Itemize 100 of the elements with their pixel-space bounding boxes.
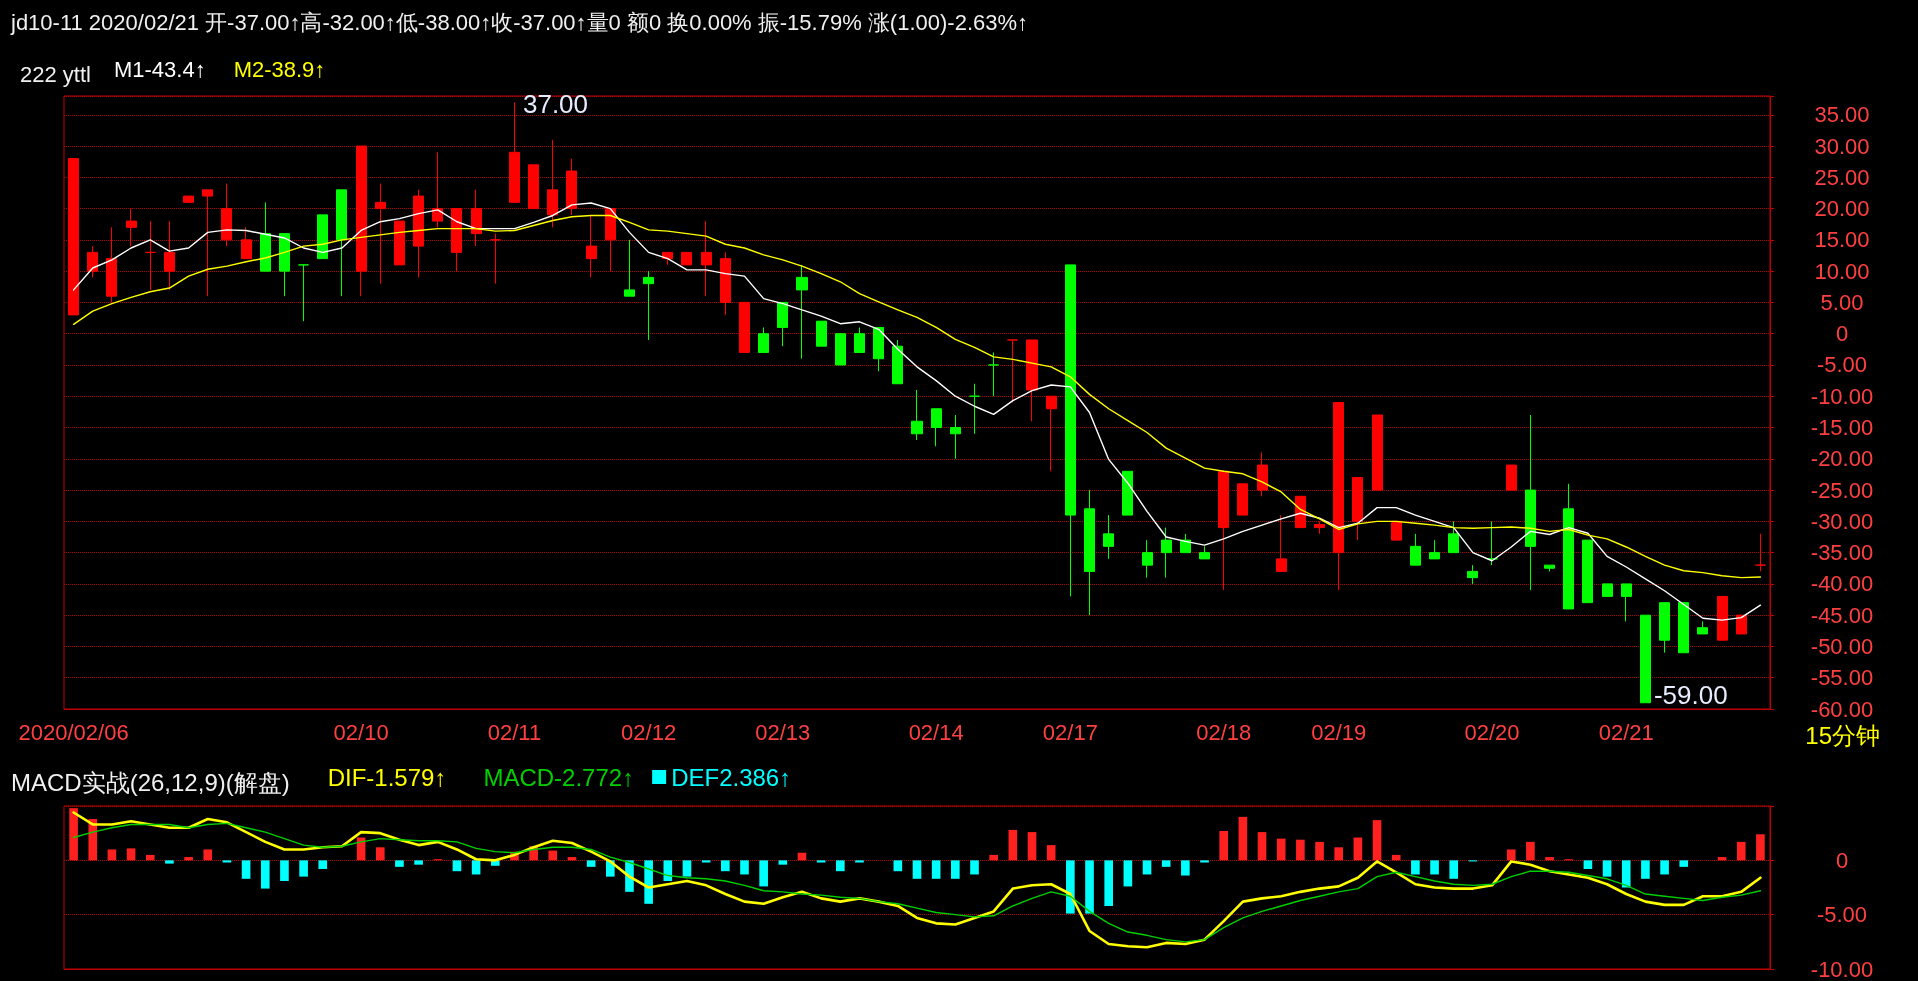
candlestick — [1487, 520, 1498, 566]
candlestick — [1582, 539, 1593, 604]
candlestick — [701, 220, 712, 297]
candlestick — [1678, 602, 1689, 654]
x-tick-label: 2020/02/06 — [18, 719, 129, 745]
y-tick-label: -50.00 — [1810, 633, 1874, 659]
y-tick-label: 35.00 — [1814, 102, 1870, 128]
bar — [778, 860, 788, 865]
candlestick — [1717, 595, 1728, 641]
candlestick — [1295, 495, 1306, 529]
candlestick — [490, 233, 501, 285]
y-tick-label: 0 — [1835, 847, 1849, 873]
y-tick-label: -45.00 — [1810, 602, 1874, 628]
y-tick-label: -30.00 — [1810, 508, 1874, 534]
candlestick — [777, 301, 788, 347]
bar — [145, 854, 155, 861]
bar — [1372, 820, 1382, 861]
bar — [280, 860, 289, 881]
candlestick — [1429, 539, 1440, 560]
x-tick-label: 02/19 — [1311, 719, 1367, 745]
y-tick-label: 5.00 — [1820, 289, 1864, 315]
bar — [682, 860, 692, 877]
bar — [586, 860, 596, 867]
candlestick — [164, 220, 175, 291]
bar — [1066, 860, 1075, 914]
candlestick — [1218, 470, 1229, 591]
bar — [1602, 860, 1612, 877]
candlestick — [1506, 464, 1517, 491]
bar — [989, 854, 998, 861]
text: 15分钟 — [1805, 721, 1881, 749]
bar — [1181, 860, 1190, 876]
candlestick — [1122, 470, 1133, 516]
x-tick-label: 02/14 — [908, 719, 964, 745]
bar — [1027, 832, 1037, 861]
bar — [1430, 860, 1439, 875]
bar — [1276, 838, 1286, 861]
bar — [1641, 860, 1650, 879]
bar — [1046, 845, 1056, 861]
bar — [1736, 841, 1746, 861]
bar — [318, 860, 328, 870]
candlestick — [1333, 402, 1344, 591]
x-tick-label: 02/20 — [1464, 719, 1520, 745]
bar — [1315, 841, 1324, 861]
bar — [1660, 860, 1669, 875]
y-tick-label: -20.00 — [1810, 446, 1874, 472]
y-tick-label: -25.00 — [1810, 477, 1874, 503]
candlestick — [413, 189, 424, 278]
bar — [1219, 830, 1229, 861]
candlestick — [969, 383, 980, 435]
annotation: -59.00 — [1653, 679, 1728, 710]
bar — [1334, 847, 1344, 861]
candlestick — [1372, 414, 1383, 491]
candlestick — [394, 220, 405, 266]
text: MACD-2.772↑ — [483, 763, 635, 791]
bar — [759, 860, 768, 887]
candlestick — [87, 245, 98, 278]
candlestick — [586, 214, 597, 278]
y-tick-label: -5.00 — [1816, 352, 1868, 378]
candlestick — [624, 239, 635, 297]
candlestick — [873, 326, 884, 372]
y-tick-label: 25.00 — [1814, 164, 1870, 190]
x-tick-label: 02/17 — [1042, 719, 1098, 745]
annotation: 37.00 — [522, 89, 589, 120]
bar — [375, 847, 385, 861]
candlestick — [835, 333, 846, 366]
y-tick-label: -10.00 — [1810, 956, 1874, 981]
bar — [951, 860, 960, 879]
candlestick — [1103, 514, 1114, 560]
bar — [855, 860, 864, 863]
candlestick — [950, 414, 961, 460]
bar — [299, 860, 308, 877]
y-tick-label: -60.00 — [1810, 696, 1874, 722]
candlestick — [547, 139, 558, 228]
candlestick — [1161, 527, 1172, 579]
candlestick — [1007, 339, 1018, 403]
x-tick-label: 02/21 — [1598, 719, 1654, 745]
bar — [721, 860, 730, 872]
x-tick-label: 02/11 — [487, 719, 542, 745]
candlestick — [1391, 520, 1402, 541]
bar — [414, 860, 423, 865]
bar — [912, 860, 922, 879]
candlestick — [183, 195, 194, 203]
candlestick — [1621, 583, 1632, 622]
candlestick — [1352, 477, 1363, 541]
candlestick — [1410, 533, 1421, 566]
candlestick — [1525, 414, 1536, 591]
candlestick — [1448, 520, 1459, 554]
bar — [1123, 860, 1133, 887]
y-tick-label: -5.00 — [1816, 902, 1868, 928]
candlestick — [758, 326, 769, 353]
candlestick — [375, 183, 386, 285]
bar — [1679, 860, 1689, 867]
candlestick — [1276, 514, 1287, 572]
bar — [701, 860, 711, 863]
y-tick-label: 0 — [1835, 321, 1849, 347]
candlestick — [106, 226, 117, 303]
chart-title: jd10-11 2020/02/21 开-37.00↑高-32.00↑低-38.00↑收-37.00↑量0 额0 换0.00% 振-15.79% 涨(1.00)-2.63%↑ — [10, 9, 1029, 35]
bar — [548, 850, 558, 861]
candlestick — [1697, 620, 1708, 635]
y-tick-label: -15.00 — [1810, 415, 1874, 441]
